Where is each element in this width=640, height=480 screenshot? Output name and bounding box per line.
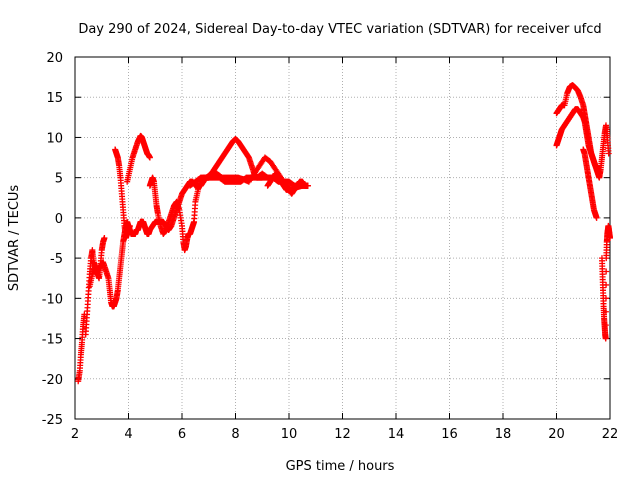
- y-tick-label: 10: [46, 131, 63, 146]
- data-point: [602, 335, 609, 342]
- data-point: [596, 170, 603, 177]
- data-point: [603, 268, 610, 275]
- x-tick-label: 22: [602, 427, 619, 442]
- x-tick-label: 10: [281, 427, 298, 442]
- data-point: [602, 295, 609, 302]
- y-tick-label: 20: [46, 51, 63, 66]
- data-point: [602, 322, 609, 329]
- y-tick-label: -15: [42, 333, 63, 348]
- y-tick-label: 0: [55, 212, 63, 227]
- y-tick-labels: -25 -20 -15 -10 -5 0 5 10 15 20: [42, 51, 63, 428]
- data-point: [593, 214, 600, 221]
- y-axis-label: SDTVAR / TECUs: [7, 185, 22, 292]
- y-tick-label: -5: [50, 252, 63, 267]
- x-tick-label: 2: [71, 427, 79, 442]
- x-tick-label: 4: [124, 427, 132, 442]
- data-point: [146, 154, 153, 161]
- data-point: [304, 182, 311, 189]
- data-point: [602, 308, 609, 315]
- x-tick-label: 8: [231, 427, 239, 442]
- x-tick-label: 16: [441, 427, 458, 442]
- data-point: [603, 281, 610, 288]
- y-tick-label: 5: [55, 172, 63, 187]
- y-tick-label: -20: [42, 373, 63, 388]
- x-tick-label: 6: [178, 427, 186, 442]
- data-point: [101, 235, 108, 241]
- data-point: [607, 235, 613, 241]
- x-axis-label: GPS time / hours: [286, 459, 395, 474]
- y-tick-label: -10: [42, 292, 63, 307]
- grid: [75, 57, 610, 419]
- data-point: [126, 222, 133, 229]
- x-tick-labels: 2 4 6 8 10 12 14 16 18 20 22: [71, 427, 618, 442]
- y-tick-label: -25: [42, 413, 63, 428]
- chart-title: Day 290 of 2024, Sidereal Day-to-day VTE…: [78, 22, 601, 37]
- x-tick-label: 18: [495, 427, 512, 442]
- x-tick-label: 12: [334, 427, 351, 442]
- y-tick-label: 15: [46, 91, 63, 106]
- data-point: [605, 150, 612, 157]
- x-tick-label: 14: [388, 427, 405, 442]
- data-points: [75, 82, 613, 385]
- x-tick-label: 20: [548, 427, 565, 442]
